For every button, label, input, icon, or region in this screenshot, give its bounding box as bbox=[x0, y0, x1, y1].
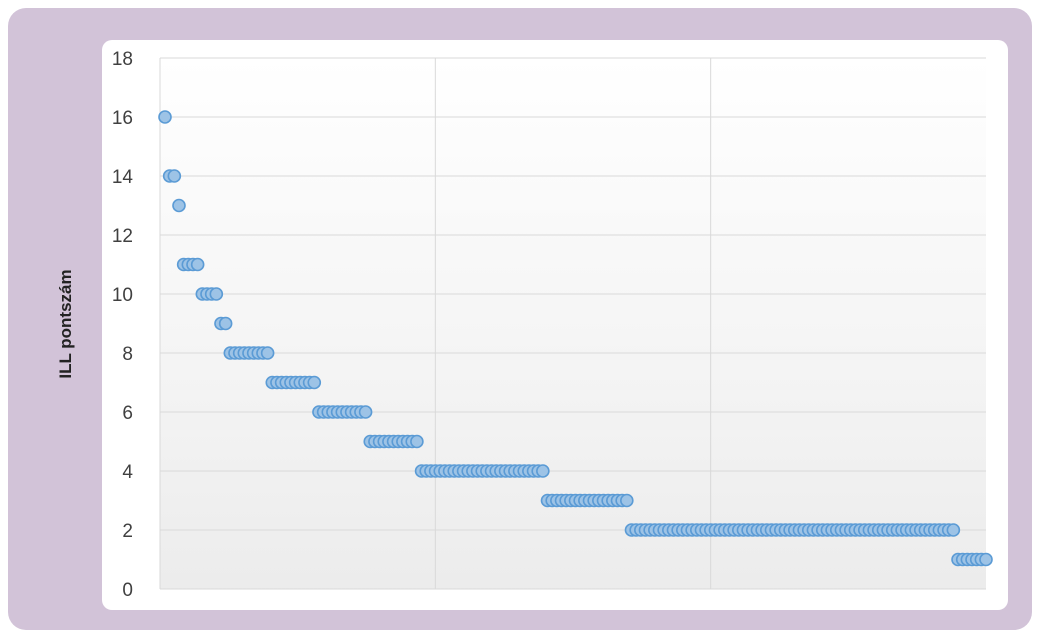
data-point bbox=[260, 346, 275, 360]
data-point bbox=[358, 405, 373, 419]
data-point bbox=[946, 523, 961, 537]
y-tick-label: 10 bbox=[112, 285, 133, 306]
data-point bbox=[167, 169, 182, 183]
y-tick-label: 12 bbox=[112, 226, 133, 247]
data-point bbox=[410, 434, 424, 449]
data-point bbox=[979, 552, 993, 567]
data-point bbox=[307, 375, 322, 390]
data-point bbox=[536, 464, 550, 478]
data-point bbox=[209, 287, 224, 301]
data-point bbox=[158, 110, 172, 124]
data-point bbox=[218, 316, 233, 331]
data-point bbox=[172, 198, 186, 213]
y-tick-label: 4 bbox=[122, 462, 133, 483]
y-tick-label: 8 bbox=[122, 344, 133, 365]
y-tick-label: 2 bbox=[122, 521, 133, 542]
data-point bbox=[190, 257, 205, 272]
data-point bbox=[620, 493, 634, 508]
plot-area bbox=[160, 58, 986, 589]
y-tick-label: 16 bbox=[112, 108, 133, 129]
y-tick-label: 6 bbox=[122, 403, 133, 424]
y-tick-label: 14 bbox=[112, 167, 134, 188]
data-points bbox=[158, 110, 993, 567]
y-tick-labels: 0 2 4 6 8 10 12 14 16 18 bbox=[112, 49, 134, 601]
y-tick-label: 0 bbox=[122, 580, 133, 601]
y-tick-label: 18 bbox=[112, 49, 133, 70]
gridlines bbox=[159, 57, 986, 590]
